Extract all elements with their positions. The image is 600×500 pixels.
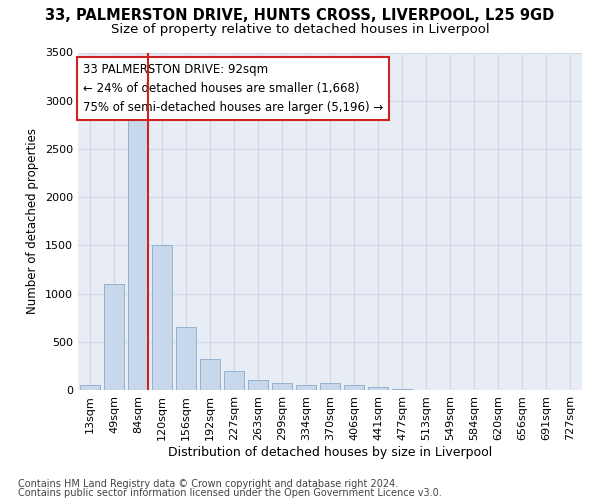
Bar [368,387,388,390]
Bar [224,370,244,390]
Bar [128,110,148,390]
Bar [320,383,340,390]
Bar [200,358,220,390]
Bar [272,383,292,390]
X-axis label: Distribution of detached houses by size in Liverpool: Distribution of detached houses by size … [168,446,492,458]
Bar [176,328,196,390]
Bar [296,385,316,390]
Y-axis label: Number of detached properties: Number of detached properties [26,128,40,314]
Text: Contains public sector information licensed under the Open Government Licence v3: Contains public sector information licen… [18,488,442,498]
Bar [248,380,268,390]
Text: 33, PALMERSTON DRIVE, HUNTS CROSS, LIVERPOOL, L25 9GD: 33, PALMERSTON DRIVE, HUNTS CROSS, LIVER… [46,8,554,22]
Text: 33 PALMERSTON DRIVE: 92sqm
← 24% of detached houses are smaller (1,668)
75% of s: 33 PALMERSTON DRIVE: 92sqm ← 24% of deta… [83,62,383,114]
Text: Size of property relative to detached houses in Liverpool: Size of property relative to detached ho… [110,22,490,36]
Bar [80,385,100,390]
Bar [104,284,124,390]
Bar [392,389,412,390]
Text: Contains HM Land Registry data © Crown copyright and database right 2024.: Contains HM Land Registry data © Crown c… [18,479,398,489]
Bar [152,246,172,390]
Bar [344,385,364,390]
